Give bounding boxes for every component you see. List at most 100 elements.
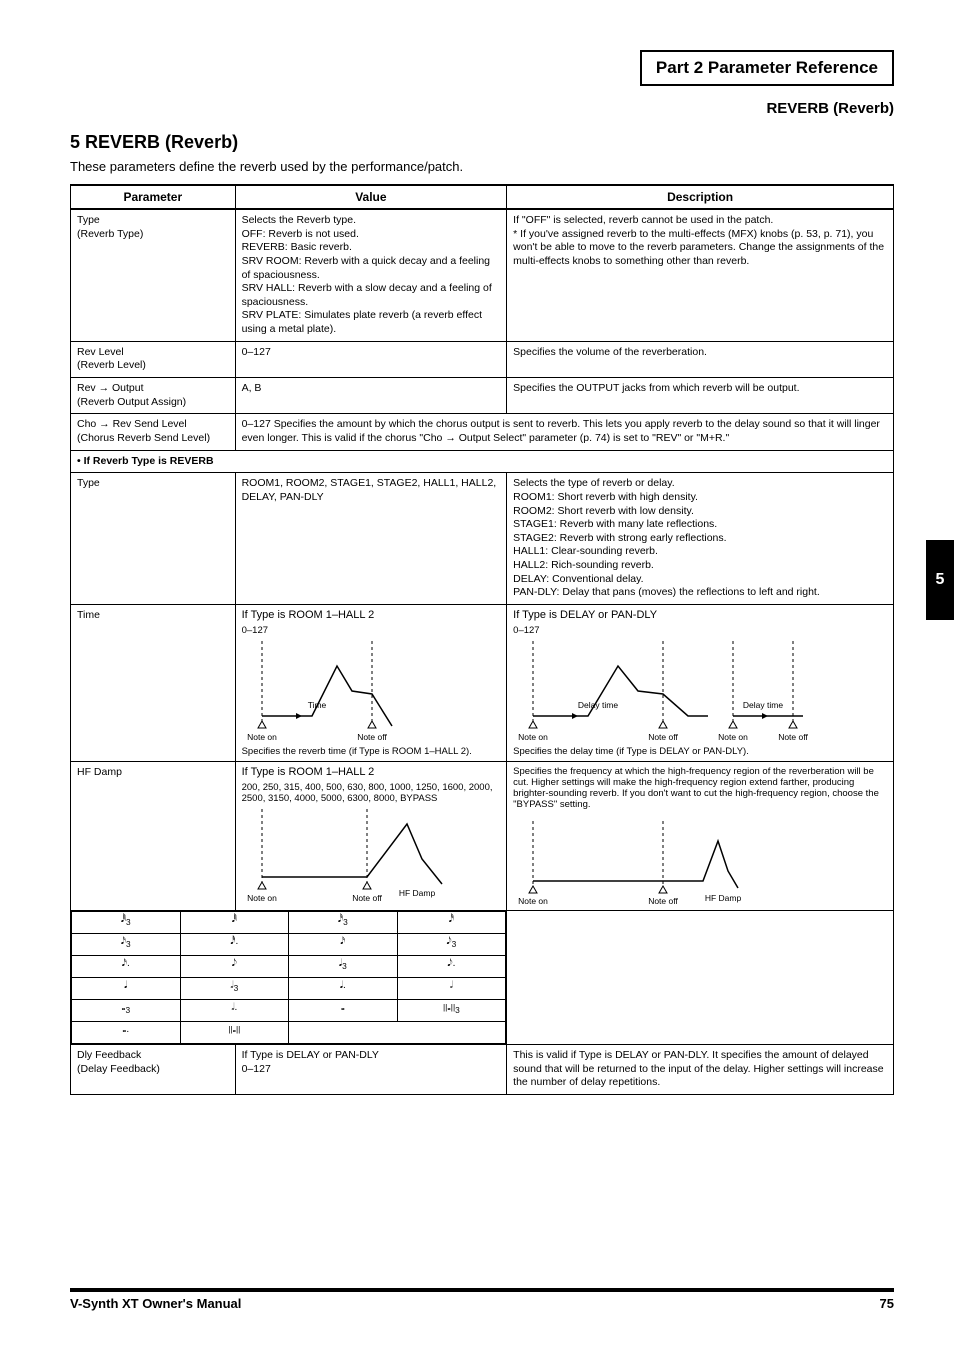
val-type: Selects the Reverb type. OFF: Reverb is … xyxy=(235,209,507,341)
note-cell: 𝅘𝅥𝅰 xyxy=(397,912,506,934)
footer-left: V-Synth XT Owner's Manual xyxy=(70,1296,241,1311)
desc-revlevel: Specifies the volume of the reverberatio… xyxy=(507,341,894,377)
desc-revout: Specifies the OUTPUT jacks from which re… xyxy=(507,378,894,414)
note-cell: 𝅘𝅥𝅯. xyxy=(72,956,181,978)
page-footer: V-Synth XT Owner's Manual 75 xyxy=(70,1288,894,1311)
svg-text:Note off: Note off xyxy=(352,893,382,903)
desc-dlyfb: This is valid if Type is DELAY or PAN-DL… xyxy=(507,1045,894,1095)
note-cell: 𝅘𝅥𝅮 xyxy=(180,956,289,978)
note-cell: 𝅘𝅥𝅰3 xyxy=(289,912,398,934)
note-cell: ||𝅝|| xyxy=(180,1022,289,1044)
param-rtype: Type xyxy=(71,473,236,605)
svg-text:HF Damp: HF Damp xyxy=(398,888,435,898)
note-cell: 𝅗𝅥3 xyxy=(180,978,289,1000)
note-cell: 𝅝3 xyxy=(72,1000,181,1022)
svg-text:HF Damp: HF Damp xyxy=(705,893,742,903)
param-revout: Rev → Output (Reverb Output Assign) xyxy=(71,378,236,414)
val-dlyfb: If Type is DELAY or PAN-DLY 0–127 xyxy=(235,1045,507,1095)
param-dlyfb: Dly Feedback (Delay Feedback) xyxy=(71,1045,236,1095)
envelope-diagram-icon: Note on Note off HF Damp xyxy=(242,804,452,904)
val-revout: A, B xyxy=(235,378,507,414)
envelope-diagram-icon: Note on Note off Note on Note off Delay … xyxy=(513,636,813,746)
col-parameter: Parameter xyxy=(71,185,236,209)
note-cell: 𝅘𝅥𝅯3 xyxy=(72,934,181,956)
note-icon: 𝅘𝅥𝅰 xyxy=(449,914,454,925)
param-type: Type (Reverb Type) xyxy=(71,209,236,341)
desc-rtype: Selects the type of reverb or delay. ROO… xyxy=(507,473,894,605)
val-rtype: ROOM1, ROOM2, STAGE1, STAGE2, HALL1, HAL… xyxy=(235,473,507,605)
diag-hfdamp-right: Specifies the frequency at which the hig… xyxy=(507,762,894,911)
val-revlevel: 0–127 xyxy=(235,341,507,377)
note-cell: 𝅘𝅥. xyxy=(289,978,398,1000)
table-row: Dly Feedback (Delay Feedback) If Type is… xyxy=(71,1045,894,1095)
param-hfdamp: HF Damp xyxy=(71,762,236,911)
section-title: 5 REVERB (Reverb) xyxy=(70,132,894,153)
table-row: Rev Level (Reverb Level) 0–127 Specifies… xyxy=(71,341,894,377)
envelope-diagram-icon: Note on Note off Time xyxy=(242,636,452,746)
reverb-section-header: • If Reverb Type is REVERB xyxy=(71,450,894,473)
note-icon: 𝅘𝅥𝅰 xyxy=(230,936,235,947)
header-title: Part 2 Parameter Reference xyxy=(656,58,878,77)
note-cell: 𝅝. xyxy=(72,1022,181,1044)
note-icon: 𝅘𝅥𝅮 xyxy=(447,958,452,969)
col-description: Description xyxy=(507,185,894,209)
note-cell: 𝅘𝅥𝅰. xyxy=(180,934,289,956)
note-cell: ||𝅝||3 xyxy=(397,1000,506,1022)
svg-text:Note off: Note off xyxy=(778,732,808,742)
diag-time-left: If Type is ROOM 1–HALL 2 0–127 Note on N… xyxy=(235,605,507,762)
svg-text:Note on: Note on xyxy=(518,732,548,742)
footer-right: 75 xyxy=(880,1296,894,1311)
note-value-table: 𝅘𝅥𝅱3 𝅘𝅥𝅱 𝅘𝅥𝅰3 𝅘𝅥𝅰 𝅘𝅥𝅯3 𝅘𝅥𝅰. 𝅘𝅥𝅯 𝅘𝅥𝅮3 xyxy=(71,911,506,1044)
table-row: Type ROOM1, ROOM2, STAGE1, STAGE2, HALL1… xyxy=(71,473,894,605)
note-cell: 𝅘𝅥3 xyxy=(289,956,398,978)
header-title-box: Part 2 Parameter Reference xyxy=(640,50,894,86)
svg-text:Note off: Note off xyxy=(648,896,678,906)
note-cell: 𝅘𝅥𝅱 xyxy=(180,912,289,934)
note-icon: 𝅘𝅥 xyxy=(340,980,343,991)
svg-text:Note on: Note on xyxy=(718,732,748,742)
header-subtitle: REVERB (Reverb) xyxy=(766,100,894,117)
table-row: Cho → Rev Send Level (Chorus Reverb Send… xyxy=(71,414,894,450)
note-icon: 𝅗𝅥 xyxy=(231,1002,234,1013)
note-cell: 𝅗𝅥 xyxy=(397,978,506,1000)
parameter-table: Parameter Value Description Type (Reverb… xyxy=(70,184,894,1095)
note-icon: 𝅘𝅥𝅯 xyxy=(340,936,345,947)
note-icon: 𝅗𝅥 xyxy=(450,980,453,991)
svg-text:Note on: Note on xyxy=(247,732,277,742)
col-value: Value xyxy=(235,185,507,209)
svg-text:Note on: Note on xyxy=(247,893,277,903)
param-chorevsend: Cho → Rev Send Level (Chorus Reverb Send… xyxy=(71,414,236,450)
note-cell: 𝅘𝅥𝅮. xyxy=(397,956,506,978)
desc-note-blank xyxy=(507,911,894,1045)
note-cell: 𝅗𝅥. xyxy=(180,1000,289,1022)
table-row: Rev → Output (Reverb Output Assign) A, B… xyxy=(71,378,894,414)
desc-type: If "OFF" is selected, reverb cannot be u… xyxy=(507,209,894,341)
svg-text:Note off: Note off xyxy=(648,732,678,742)
desc-chorevsend: 0–127 Specifies the amount by which the … xyxy=(235,414,893,450)
note-cell: 𝅘𝅥𝅯 xyxy=(289,934,398,956)
svg-text:Note on: Note on xyxy=(518,896,548,906)
note-icon: 𝅝 xyxy=(122,1024,126,1035)
note-cell: 𝅘𝅥 xyxy=(72,978,181,1000)
note-icon: 𝅘𝅥 xyxy=(124,980,127,991)
note-icon: 𝅘𝅥𝅮 xyxy=(232,958,237,969)
note-cell: 𝅝 xyxy=(289,1000,398,1022)
param-time: Time xyxy=(71,605,236,762)
svg-text:Note off: Note off xyxy=(357,732,387,742)
note-cell xyxy=(289,1022,506,1044)
svg-text:Delay time: Delay time xyxy=(743,700,783,710)
table-row: HF Damp If Type is ROOM 1–HALL 2 200, 25… xyxy=(71,762,894,911)
note-value-table-cell: 𝅘𝅥𝅱3 𝅘𝅥𝅱 𝅘𝅥𝅰3 𝅘𝅥𝅰 𝅘𝅥𝅯3 𝅘𝅥𝅰. 𝅘𝅥𝅯 𝅘𝅥𝅮3 xyxy=(71,911,507,1045)
note-icon: 𝅘𝅥𝅯 xyxy=(122,958,127,969)
section-sub: These parameters define the reverb used … xyxy=(70,159,894,174)
svg-text:Delay time: Delay time xyxy=(578,700,618,710)
diag-hfdamp-left: If Type is ROOM 1–HALL 2 200, 250, 315, … xyxy=(235,762,507,911)
diag-time-right: If Type is DELAY or PAN-DLY 0–127 xyxy=(507,605,894,762)
table-row: Time If Type is ROOM 1–HALL 2 0–127 Note… xyxy=(71,605,894,762)
envelope-diagram-icon: Note on Note off HF Damp xyxy=(513,816,743,906)
note-icon: 𝅝 xyxy=(341,1002,345,1013)
table-row: 𝅘𝅥𝅱3 𝅘𝅥𝅱 𝅘𝅥𝅰3 𝅘𝅥𝅰 𝅘𝅥𝅯3 𝅘𝅥𝅰. 𝅘𝅥𝅯 𝅘𝅥𝅮3 xyxy=(71,911,894,1045)
param-revlevel: Rev Level (Reverb Level) xyxy=(71,341,236,377)
note-cell: 𝅘𝅥𝅱3 xyxy=(72,912,181,934)
note-icon: 𝅘𝅥𝅱 xyxy=(232,914,237,925)
